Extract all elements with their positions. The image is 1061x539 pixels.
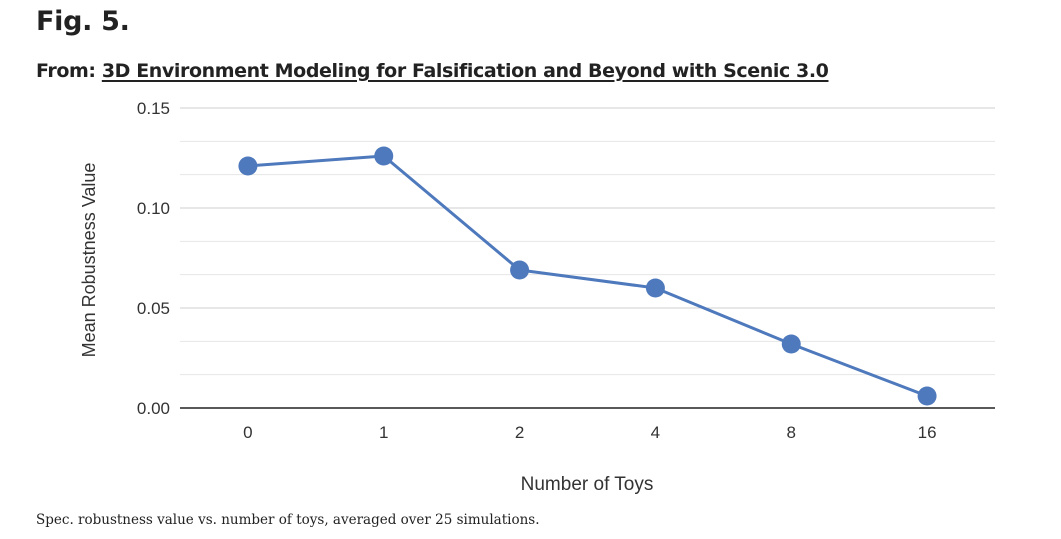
from-prefix: From: — [36, 60, 96, 82]
y-tick-label: 0.00 — [137, 399, 170, 418]
y-tick-label: 0.15 — [137, 99, 170, 118]
x-tick-label: 4 — [651, 423, 660, 442]
chart-container: 0.00 0.05 0.10 0.15 0 1 2 4 8 16 Mean Robustness… — [0, 90, 1061, 500]
x-tick-label: 0 — [243, 423, 252, 442]
y-axis-ticks: 0.00 0.05 0.10 0.15 — [137, 99, 170, 418]
line-chart: 0.00 0.05 0.10 0.15 0 1 2 4 8 16 Mean Robustness… — [79, 99, 995, 495]
figure-label: Fig. 5. — [36, 6, 130, 37]
source-line: From: 3D Environment Modeling for Falsif… — [36, 60, 829, 82]
x-axis-label: Number of Toys — [521, 474, 654, 495]
data-point — [781, 334, 801, 354]
series-line — [247, 154, 928, 398]
data-point — [645, 278, 665, 298]
y-tick-label: 0.05 — [137, 299, 170, 318]
figure-caption: Spec. robustness value vs. number of toy… — [36, 512, 540, 528]
gridlines — [180, 107, 995, 376]
x-tick-label: 2 — [515, 423, 524, 442]
data-point — [374, 146, 394, 166]
data-points — [238, 146, 937, 406]
x-tick-label: 8 — [787, 423, 796, 442]
x-axis-ticks: 0 1 2 4 8 16 — [243, 423, 936, 442]
data-point — [238, 156, 258, 176]
data-point — [917, 386, 937, 406]
y-axis-label: Mean Robustness Value — [79, 163, 99, 358]
y-tick-label: 0.10 — [137, 199, 170, 218]
x-tick-label: 1 — [379, 423, 388, 442]
source-article-link[interactable]: 3D Environment Modeling for Falsificatio… — [101, 60, 829, 82]
x-tick-label: 16 — [918, 423, 937, 442]
data-point — [510, 260, 530, 280]
